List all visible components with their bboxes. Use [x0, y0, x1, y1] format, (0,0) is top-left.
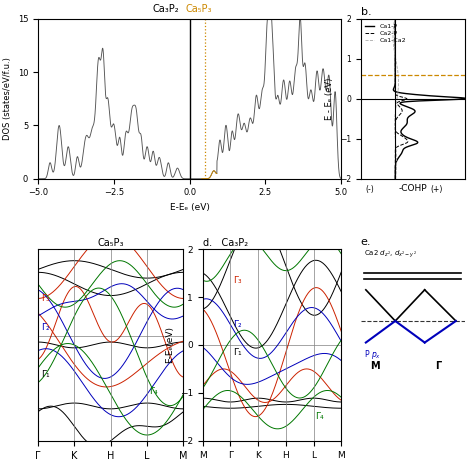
Ca1-Ca2 [394, 100, 400, 106]
Ca2-P [392, 90, 398, 95]
Ca2-P [392, 81, 398, 86]
Ca1-P [402, 99, 408, 105]
Ca2-P [394, 100, 400, 106]
Text: Γ₄: Γ₄ [149, 387, 157, 396]
Ca1-P [392, 81, 398, 86]
Ca2-P [392, 20, 398, 26]
Ca2-P [392, 176, 398, 182]
Ca1-P [392, 16, 398, 22]
Line: Ca2-P: Ca2-P [395, 19, 408, 179]
Ca1-P [397, 100, 403, 106]
Y-axis label: E - Eₑ (eV): E - Eₑ (eV) [325, 78, 334, 120]
Ca1-Ca2 [394, 99, 400, 105]
Y-axis label: E-Eₑ(eV): E-Eₑ(eV) [165, 327, 174, 364]
Ca2-P [392, 45, 398, 51]
Ca1-Ca2 [395, 90, 401, 95]
Ca1-Ca2 [396, 81, 401, 86]
Ca1-P [392, 176, 398, 182]
Ca1-P [392, 20, 398, 26]
Text: Ca₃P₂: Ca₃P₂ [152, 4, 179, 14]
Legend: Ca1-P, Ca2-P, Ca1-Ca2: Ca1-P, Ca2-P, Ca1-Ca2 [364, 22, 407, 45]
Ca1-P [392, 45, 398, 51]
Text: d.   Ca₃P₂: d. Ca₃P₂ [203, 238, 248, 248]
Text: Γ₂: Γ₂ [41, 323, 49, 332]
Text: e.: e. [361, 237, 371, 247]
Ca1-Ca2 [392, 16, 398, 22]
X-axis label: -COHP: -COHP [398, 184, 427, 193]
Ca1-Ca2 [391, 20, 397, 26]
Text: b.: b. [361, 7, 371, 17]
Ca2-P [395, 99, 401, 105]
Text: (+): (+) [430, 185, 442, 194]
Text: Γ₁: Γ₁ [233, 347, 241, 356]
X-axis label: E-Eₑ (eV): E-Eₑ (eV) [170, 203, 210, 212]
Ca1-Ca2 [393, 176, 399, 182]
Text: Γ₁: Γ₁ [41, 370, 49, 379]
Text: Ca2 $d_{z^2}$, $d_{x^2-y^2}$: Ca2 $d_{z^2}$, $d_{x^2-y^2}$ [364, 249, 417, 260]
Ca1-Ca2 [391, 45, 397, 51]
Ca1-P [395, 90, 401, 95]
Text: Γ₃: Γ₃ [41, 294, 49, 303]
Text: Γ₃: Γ₃ [233, 275, 241, 284]
Text: P $p_x$: P $p_x$ [364, 348, 381, 361]
Text: Ca₅P₃: Ca₅P₃ [186, 4, 212, 14]
Text: Γ: Γ [436, 361, 442, 371]
Text: Γ₄: Γ₄ [315, 412, 324, 421]
Text: (-): (-) [365, 185, 374, 194]
Y-axis label: DOS (states/eV/f.u.): DOS (states/eV/f.u.) [3, 57, 12, 140]
Title: Ca₅P₃: Ca₅P₃ [97, 238, 124, 248]
Text: M: M [370, 361, 379, 371]
Line: Ca1-P: Ca1-P [393, 19, 465, 179]
Ca2-P [392, 16, 398, 22]
Line: Ca1-Ca2: Ca1-Ca2 [393, 19, 399, 179]
Text: Γ₂: Γ₂ [233, 320, 241, 329]
